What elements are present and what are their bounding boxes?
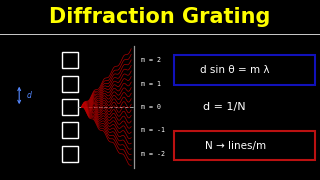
Text: m = -2: m = -2 [141,151,165,157]
Bar [174,131,315,160]
Text: m = -1: m = -1 [141,127,165,133]
Text: Diffraction Grating: Diffraction Grating [49,7,271,27]
Text: d: d [26,91,31,100]
Bar [174,55,315,84]
Text: m = 1: m = 1 [141,81,161,87]
Text: N → lines/m: N → lines/m [204,141,266,151]
Text: d sin θ = m λ: d sin θ = m λ [200,65,270,75]
Bar [62,52,78,68]
Text: m = 0: m = 0 [141,104,161,110]
Text: m = 2: m = 2 [141,57,161,63]
Bar [62,122,78,138]
Text: d = 1/N: d = 1/N [203,102,245,112]
Bar [62,99,78,115]
Bar [62,146,78,162]
Bar [62,76,78,92]
